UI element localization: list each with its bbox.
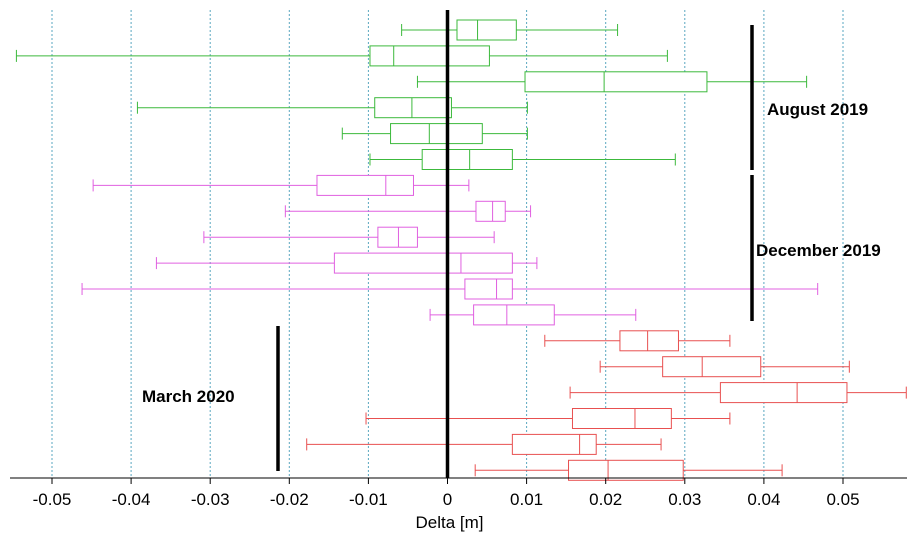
overlay: August 2019 December 2019 March 2020 [142,10,881,478]
x-tick-label: 0.04 [747,490,780,509]
box-1-4 [81,278,819,300]
box-2-5 [474,459,783,481]
group-label-march-2020: March 2020 [142,387,235,406]
box-iqr [619,330,679,352]
x-tick-label: 0.05 [826,490,859,509]
box-iqr [568,459,684,481]
box-iqr [333,252,513,274]
x-tick-label: -0.01 [349,490,388,509]
box-iqr [374,97,452,119]
box-iqr [369,45,490,67]
box-1-3 [155,252,538,274]
box-0-5 [369,149,676,170]
x-tick-label: 0.01 [510,490,543,509]
box-iqr [719,382,848,404]
x-tick-label: -0.05 [33,490,72,509]
x-axis: -0.05 -0.04 -0.03 -0.02 -0.01 0 0.01 0.02 0.03 0.… [10,477,907,532]
box-2-2 [569,382,907,404]
box-iqr [464,278,513,300]
x-tick-label: 0.02 [589,490,622,509]
x-tick-label: -0.04 [112,490,151,509]
box-1-2 [203,226,495,248]
box-0-4 [341,123,528,145]
x-tick-label: -0.03 [191,490,230,509]
box-0-1 [15,45,668,67]
box-iqr [475,200,506,222]
x-tick-label: -0.02 [270,490,309,509]
box-2-4 [306,433,662,455]
x-axis-title: Delta [m] [415,513,483,532]
box-iqr [421,149,513,170]
group-label-august-2019: August 2019 [767,100,868,119]
box-iqr [390,123,483,145]
box-iqr [456,19,517,41]
box-1-0 [92,174,470,196]
box-0-3 [136,97,528,119]
box-iqr [662,356,762,378]
box-iqr [571,408,672,429]
box-2-0 [544,330,731,352]
box-iqr [524,71,708,93]
box-iqr [316,174,414,196]
box-1-1 [284,200,532,222]
box-iqr [511,433,597,455]
box-iqr [473,304,555,326]
box-1-5 [429,304,637,326]
box-iqr [377,226,418,248]
boxes [15,19,907,481]
box-0-2 [416,71,808,93]
box-2-1 [599,356,850,378]
group-label-december-2019: December 2019 [756,241,881,260]
x-tick-label: 0.03 [668,490,701,509]
x-tick-label: 0 [443,490,452,509]
box-2-3 [365,408,731,429]
box-0-0 [401,19,619,41]
x-axis-ticks: -0.05 -0.04 -0.03 -0.02 -0.01 0 0.01 0.02 0.03 0.… [33,478,860,509]
